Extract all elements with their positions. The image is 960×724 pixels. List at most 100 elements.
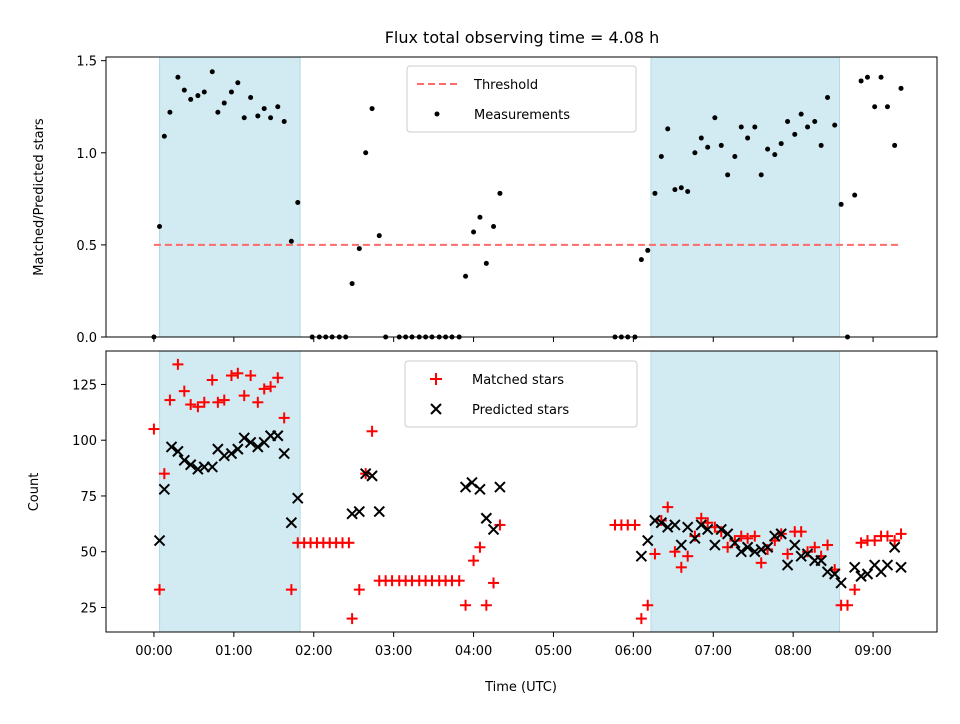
predicted-star-marker <box>158 483 171 495</box>
matched-star-marker <box>662 501 674 513</box>
measurement-point <box>201 89 207 95</box>
matched-legend-label: Matched stars <box>472 373 564 388</box>
count-axis-ticks: 25 50 75 100 125 00:00 01:00 02:00 03:00 04:00 05:… <box>72 378 892 659</box>
measurement-point <box>161 133 167 139</box>
predicted-star-marker <box>835 577 847 589</box>
predicted-star-marker <box>642 534 654 547</box>
measurement-point <box>665 126 671 132</box>
predicted-star-marker <box>855 570 867 582</box>
predicted-star-marker <box>244 436 257 449</box>
matched-star-marker <box>488 577 500 589</box>
matched-star-marker <box>889 535 901 547</box>
ratio-legend: Threshold Measurements <box>406 65 637 133</box>
y-tick-label: 100 <box>72 434 97 449</box>
ratio-legend-box <box>406 65 637 133</box>
predicted-star-marker <box>848 561 861 574</box>
predicted-star-marker <box>373 505 385 518</box>
predicted-star-marker <box>480 512 493 524</box>
chart-title: Flux total observing time = 4.08 h <box>385 28 660 47</box>
measurement-point <box>658 153 664 159</box>
predicted-star-marker <box>755 543 767 556</box>
predicted-star-marker <box>669 519 681 531</box>
measurement-point <box>864 74 870 80</box>
measurement-point <box>678 185 684 191</box>
measurement-point <box>898 85 904 91</box>
predicted-star-marker <box>709 539 721 551</box>
matched-star-marker <box>278 412 290 424</box>
y-tick-label: 125 <box>72 378 97 393</box>
predicted-star-marker <box>689 532 701 545</box>
predicted-star-marker <box>153 534 166 547</box>
observing-window <box>650 350 841 633</box>
predicted-star-marker <box>701 523 714 536</box>
predicted-star-marker <box>238 432 250 444</box>
measurement-point <box>892 142 898 148</box>
measurement-point <box>497 190 503 196</box>
matched-star-marker <box>353 584 365 596</box>
measurement-point <box>818 142 824 148</box>
matched-stars-series <box>148 358 907 625</box>
matched-star-marker <box>212 396 224 408</box>
measurement-point <box>852 192 858 198</box>
measurement-point <box>235 80 241 86</box>
x-tick-label: 02:00 <box>295 644 332 659</box>
measurement-point <box>175 74 181 80</box>
y-tick-label: 0.5 <box>76 239 97 254</box>
predicted-star-marker <box>769 530 781 542</box>
y-tick-label: 75 <box>80 490 97 505</box>
matched-star-marker <box>206 374 218 386</box>
x-axis-label: Time (UTC) <box>484 680 557 695</box>
measurement-point <box>255 113 261 119</box>
predicted-star-marker <box>729 537 741 549</box>
predicted-legend-label: Predicted stars <box>472 403 569 418</box>
predicted-star-marker <box>695 519 707 531</box>
observing-window <box>159 350 301 633</box>
matched-star-marker <box>232 367 244 379</box>
matched-star-marker <box>218 394 230 406</box>
count-legend-box <box>404 360 638 428</box>
measurement-point <box>491 223 497 229</box>
measurement-point <box>369 106 375 112</box>
matched-legend-swatch <box>430 373 442 385</box>
measurement-point <box>745 135 751 141</box>
predicted-star-marker <box>172 445 184 458</box>
matched-star-marker <box>649 548 661 560</box>
measurement-point <box>471 229 477 235</box>
measurement-point <box>752 124 758 130</box>
measurement-point <box>692 150 698 156</box>
measurement-point <box>805 124 811 130</box>
matched-star-marker <box>855 537 867 549</box>
x-tick-label: 09:00 <box>854 644 891 659</box>
measurement-point <box>248 95 254 101</box>
predicted-star-marker <box>459 481 472 493</box>
measurement-point <box>765 146 771 152</box>
predicted-star-marker <box>252 441 264 453</box>
measurement-point <box>705 144 711 150</box>
measurement-point <box>712 115 718 121</box>
matched-star-marker <box>689 530 701 542</box>
predicted-star-marker <box>881 559 894 571</box>
matched-star-marker <box>366 425 378 437</box>
predicted-star-marker <box>225 447 238 460</box>
measurement-point <box>884 104 890 110</box>
matched-star-marker <box>895 528 907 540</box>
measurement-point <box>463 273 469 279</box>
measurement-point <box>792 131 798 137</box>
x-tick-label: 04:00 <box>455 644 492 659</box>
matched-star-marker <box>198 396 210 408</box>
predicted-star-marker <box>359 467 372 480</box>
matched-star-marker <box>474 541 486 553</box>
matched-star-marker <box>842 599 854 611</box>
matched-star-marker <box>265 381 277 393</box>
matched-star-marker <box>635 613 647 625</box>
ratio-y-axis-label: Matched/Predicted stars <box>32 118 47 276</box>
measurement-point <box>812 118 818 124</box>
measurement-point <box>758 172 764 178</box>
predicted-star-marker <box>178 454 191 466</box>
measurement-point <box>281 118 287 124</box>
measurement-point <box>295 200 301 206</box>
y-tick-label: 50 <box>80 546 97 561</box>
ratio-panel: 0.0 0.5 1.0 1.5 Matched/Predicted stars Thr… <box>32 55 938 346</box>
matched-star-marker <box>849 584 861 596</box>
